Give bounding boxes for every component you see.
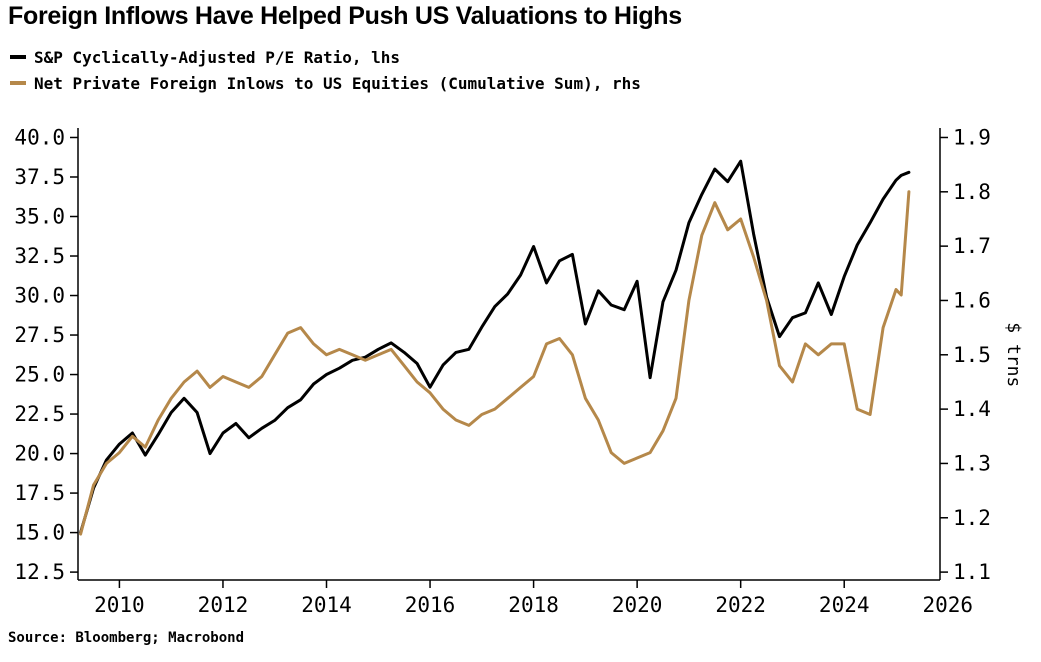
y-right-tick-label: 1.1 [953, 560, 991, 584]
y-right-tick-label: 1.6 [953, 288, 991, 312]
y-left-tick-label: 15.0 [14, 521, 65, 545]
x-tick-label: 2018 [508, 593, 559, 617]
page-title: Foreign Inflows Have Helped Push US Valu… [8, 2, 682, 30]
x-tick-label: 2022 [715, 593, 766, 617]
y-left-tick-label: 40.0 [14, 125, 65, 149]
source-note: Source: Bloomberg; Macrobond [8, 630, 245, 646]
y-left-tick-label: 27.5 [14, 323, 65, 347]
series-line-cape [79, 159, 911, 535]
y-left-tick-label: 25.0 [14, 363, 65, 387]
legend-swatch-cape-icon [10, 55, 26, 59]
y-right-tick-label: 1.8 [953, 180, 991, 204]
y-right-tick-label: 1.5 [953, 343, 991, 367]
x-tick-label: 2012 [198, 593, 249, 617]
y-left-tick-label: 12.5 [14, 560, 65, 584]
legend-label-inflows: Net Private Foreign Inlows to US Equitie… [34, 73, 641, 93]
x-tick-label: 2014 [301, 593, 352, 617]
y-right-tick-label: 1.2 [953, 506, 991, 530]
x-tick-label: 2020 [612, 593, 663, 617]
y-left-tick-label: 20.0 [14, 442, 65, 466]
y-right-tick-label: 1.3 [953, 451, 991, 475]
x-tick-label: 2010 [94, 593, 145, 617]
legend-swatch-inflows-icon [10, 81, 26, 85]
series-line-inflows [79, 190, 911, 536]
legend-item-inflows: Net Private Foreign Inlows to US Equitie… [10, 70, 641, 96]
y-right-tick-label: 1.7 [953, 234, 991, 258]
y-right-tick-label: 1.4 [953, 397, 991, 421]
x-tick-label: 2026 [922, 593, 973, 617]
x-tick-label: 2016 [405, 593, 456, 617]
legend-label-cape: S&P Cyclically-Adjusted P/E Ratio, lhs [34, 47, 401, 67]
y-left-tick-label: 37.5 [14, 165, 65, 189]
y-left-tick-label: 35.0 [14, 205, 65, 229]
legend-item-cape: S&P Cyclically-Adjusted P/E Ratio, lhs [10, 44, 641, 70]
legend: S&P Cyclically-Adjusted P/E Ratio, lhs N… [10, 44, 641, 96]
y-right-tick-label: 1.9 [953, 125, 991, 149]
y-left-tick-label: 17.5 [14, 481, 65, 505]
y-left-tick-label: 30.0 [14, 284, 65, 308]
right-axis-title: $ trns [1003, 322, 1024, 387]
y-left-tick-label: 22.5 [14, 402, 65, 426]
x-tick-label: 2024 [819, 593, 870, 617]
line-chart: 12.5 15.0 17.5 20.0 22.5 25.0 27.5 30.0 32.5 35.0… [14, 125, 1024, 617]
y-left-tick-label: 32.5 [14, 244, 65, 268]
